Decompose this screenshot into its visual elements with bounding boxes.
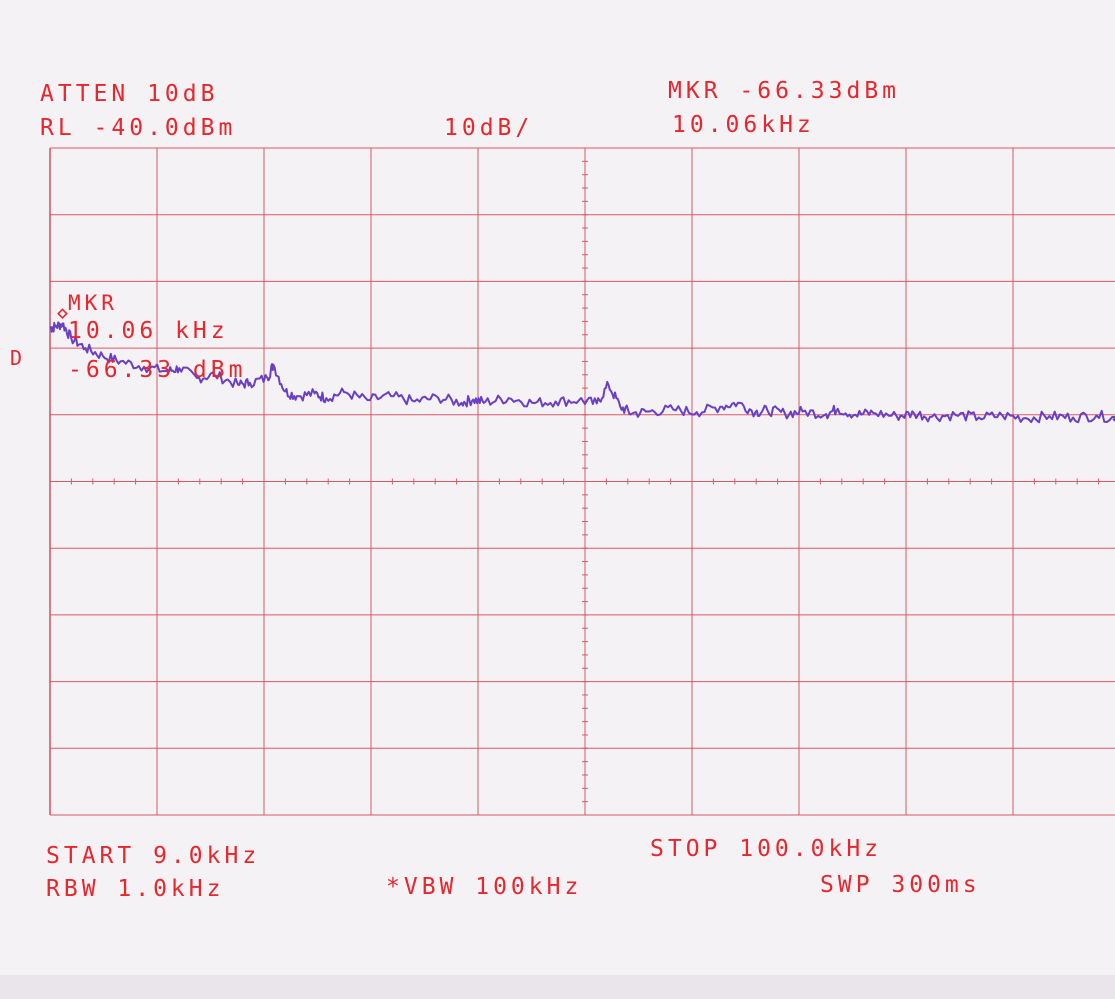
marker-diamond-icon [58, 309, 66, 317]
marker-level-readout: MKR -66.33dBm [668, 80, 900, 103]
sweep-label: SWP 300ms [820, 874, 981, 897]
rbw-label: RBW 1.0kHz [46, 878, 224, 901]
atten-label: ATTEN 10dB [40, 83, 218, 106]
scale-label: 10dB/ [444, 117, 533, 140]
start-freq-label: START 9.0kHz [46, 845, 260, 868]
vbw-label: *VBW 100kHz [386, 876, 582, 899]
stop-freq-label: STOP 100.0kHz [650, 838, 882, 861]
ref-level-label: RL -40.0dBm [40, 117, 236, 140]
marker-annotation-level: -66.33 dBm [68, 359, 246, 382]
graticule [50, 148, 1115, 815]
marker-freq-readout: 10.06kHz [672, 114, 815, 137]
marker-annotation-freq: 10.06 kHz [68, 320, 229, 343]
detector-mark: D [10, 348, 26, 368]
marker-annotation-label: MKR [68, 293, 118, 314]
